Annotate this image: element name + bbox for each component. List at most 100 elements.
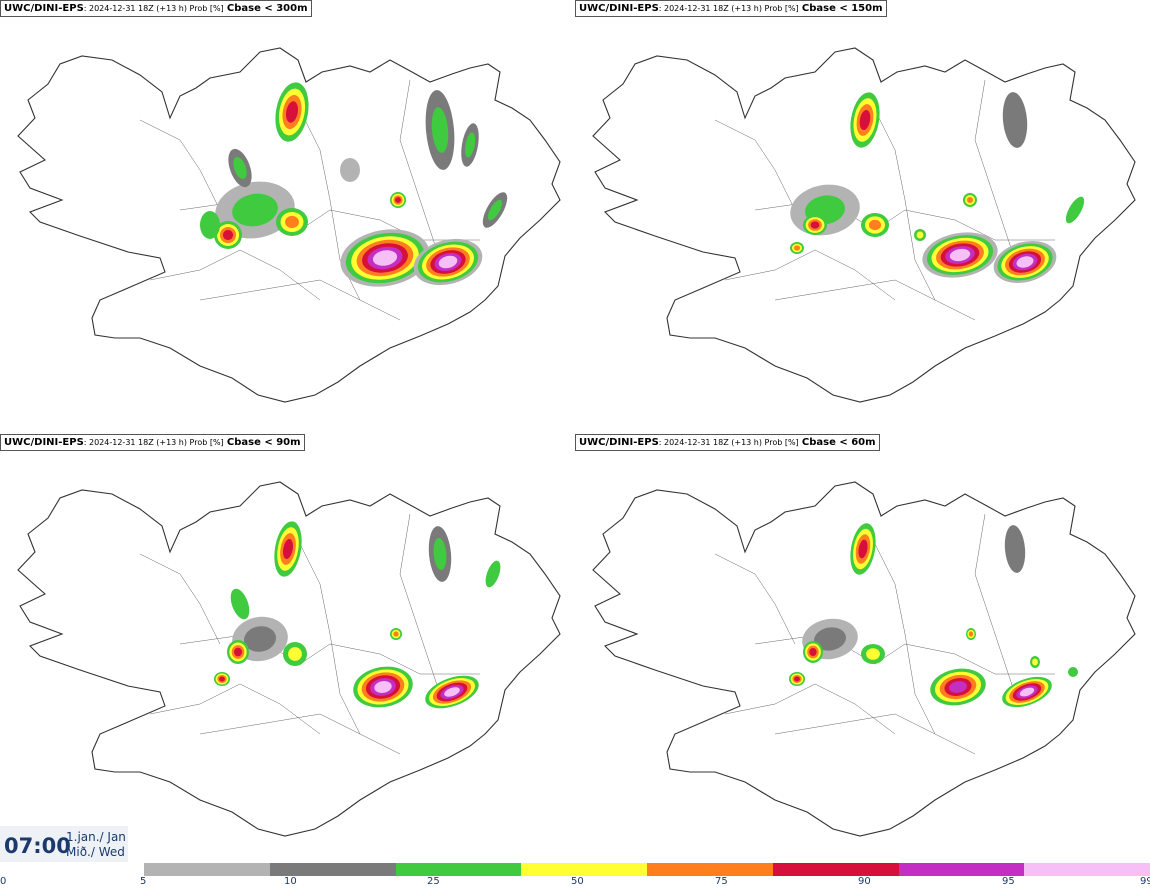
region-boundary	[199, 279, 401, 321]
panel-title: UWC/DINI-EPS: 2024-12-31 18Z (+13 h) Pro…	[575, 0, 887, 17]
map-panel-300m: UWC/DINI-EPS: 2024-12-31 18Z (+13 h) Pro…	[0, 0, 575, 432]
probability-area	[859, 109, 871, 131]
region-boundary	[874, 109, 936, 301]
model-name: UWC/DINI-EPS	[4, 3, 84, 14]
colorbar-tick-label: 99	[1140, 876, 1150, 887]
probability-area	[858, 539, 868, 559]
probability-area	[793, 245, 801, 251]
probability-area	[488, 199, 502, 221]
region-boundary	[974, 513, 1016, 695]
run-info: : 2024-12-31 18Z (+13 h) Prob [%]	[658, 4, 799, 13]
probability-area	[222, 229, 234, 241]
cbase-threshold: Cbase < 90m	[226, 437, 301, 448]
panel-title: UWC/DINI-EPS: 2024-12-31 18Z (+13 h) Pro…	[575, 434, 880, 451]
probability-area	[794, 676, 800, 682]
probability-area	[340, 158, 360, 182]
run-info: : 2024-12-31 18Z (+13 h) Prob [%]	[658, 438, 799, 447]
probability-area	[374, 681, 392, 693]
probability-area	[968, 631, 974, 637]
colorbar-tick-label: 25	[427, 876, 440, 887]
probability-area	[233, 157, 247, 179]
cbase-threshold: Cbase < 300m	[226, 3, 308, 14]
probability-area	[285, 101, 299, 123]
probability-area	[285, 215, 299, 229]
probability-area	[1065, 196, 1085, 224]
colorbar-tick-label: 95	[1002, 876, 1015, 887]
colorbar-tick-label: 0	[0, 876, 7, 887]
run-info: : 2024-12-31 18Z (+13 h) Prob [%]	[83, 4, 224, 13]
probability-area	[1032, 658, 1038, 666]
region-boundary	[139, 553, 221, 645]
colorbar-swatch	[772, 863, 899, 876]
probability-area	[219, 676, 225, 682]
probability-area	[232, 193, 278, 227]
colorbar-swatch	[395, 863, 522, 876]
probability-area	[438, 255, 458, 269]
probability-area	[464, 132, 476, 158]
probability-area	[1016, 256, 1034, 268]
probability-area	[393, 631, 399, 637]
probability-area	[814, 627, 846, 651]
region-boundary	[714, 119, 796, 211]
valid-time: 07:00	[4, 834, 71, 858]
probability-area	[916, 231, 924, 239]
iceland-map	[592, 47, 1136, 403]
region-boundary	[399, 79, 441, 261]
probability-area	[809, 648, 817, 656]
probability-area	[868, 219, 882, 231]
run-info: : 2024-12-31 18Z (+13 h) Prob [%]	[83, 438, 224, 447]
region-boundary	[299, 543, 361, 735]
probability-area	[288, 647, 302, 661]
region-boundary	[149, 683, 321, 735]
cbase-threshold: Cbase < 60m	[801, 437, 876, 448]
colorbar-swatch	[144, 863, 270, 876]
probability-area	[234, 647, 242, 657]
iceland-map	[17, 47, 561, 403]
region-boundary	[774, 713, 976, 755]
probability-area	[200, 211, 220, 239]
probability-area	[485, 560, 501, 588]
probability-area	[949, 248, 971, 262]
probability-area	[444, 687, 460, 697]
region-boundary	[714, 553, 796, 645]
colorbar-tick-label: 5	[140, 876, 147, 887]
region-boundary	[874, 543, 936, 735]
region-boundary	[149, 249, 321, 301]
date-line-2: Mið./ Wed	[66, 845, 125, 859]
colorbar-tick-label: 10	[284, 876, 297, 887]
probability-area	[243, 626, 277, 652]
probability-area	[372, 250, 398, 266]
region-boundary	[724, 249, 896, 301]
region-boundary	[724, 683, 896, 735]
colorbar-swatch	[647, 863, 773, 876]
iceland-map	[17, 481, 561, 837]
probability-area	[966, 196, 974, 204]
region-boundary	[974, 79, 1016, 261]
region-boundary	[139, 119, 221, 211]
colorbar-swatch	[1024, 863, 1150, 876]
region-boundary	[774, 279, 976, 321]
colorbar-ticks: 0 5 10 25 50 75 90 95 99	[0, 876, 1150, 890]
valid-date: 1.jan./ Jan Mið./ Wed	[66, 830, 126, 860]
colorbar-swatch	[521, 863, 647, 876]
probability-area	[1002, 92, 1028, 148]
model-name: UWC/DINI-EPS	[579, 437, 659, 448]
date-line-1: 1.jan./ Jan	[66, 830, 126, 844]
colorbar-tick-label: 90	[858, 876, 871, 887]
probability-area	[230, 588, 250, 620]
probability-colorbar	[144, 863, 1150, 876]
colorbar-tick-label: 75	[715, 876, 728, 887]
colorbar-tick-label: 50	[571, 876, 584, 887]
panel-title: UWC/DINI-EPS: 2024-12-31 18Z (+13 h) Pro…	[0, 0, 312, 17]
probability-area	[1068, 667, 1078, 677]
iceland-map	[592, 481, 1136, 837]
valid-time-box: 07:00 1.jan./ Jan Mið./ Wed	[0, 826, 128, 862]
map-panel-60m: UWC/DINI-EPS: 2024-12-31 18Z (+13 h) Pro…	[575, 434, 1150, 866]
panel-title: UWC/DINI-EPS: 2024-12-31 18Z (+13 h) Pro…	[0, 434, 305, 451]
model-name: UWC/DINI-EPS	[4, 437, 84, 448]
probability-area	[866, 648, 880, 660]
cbase-threshold: Cbase < 150m	[801, 3, 883, 14]
probability-area	[1004, 525, 1026, 573]
region-boundary	[199, 713, 401, 755]
probability-area	[433, 537, 447, 571]
